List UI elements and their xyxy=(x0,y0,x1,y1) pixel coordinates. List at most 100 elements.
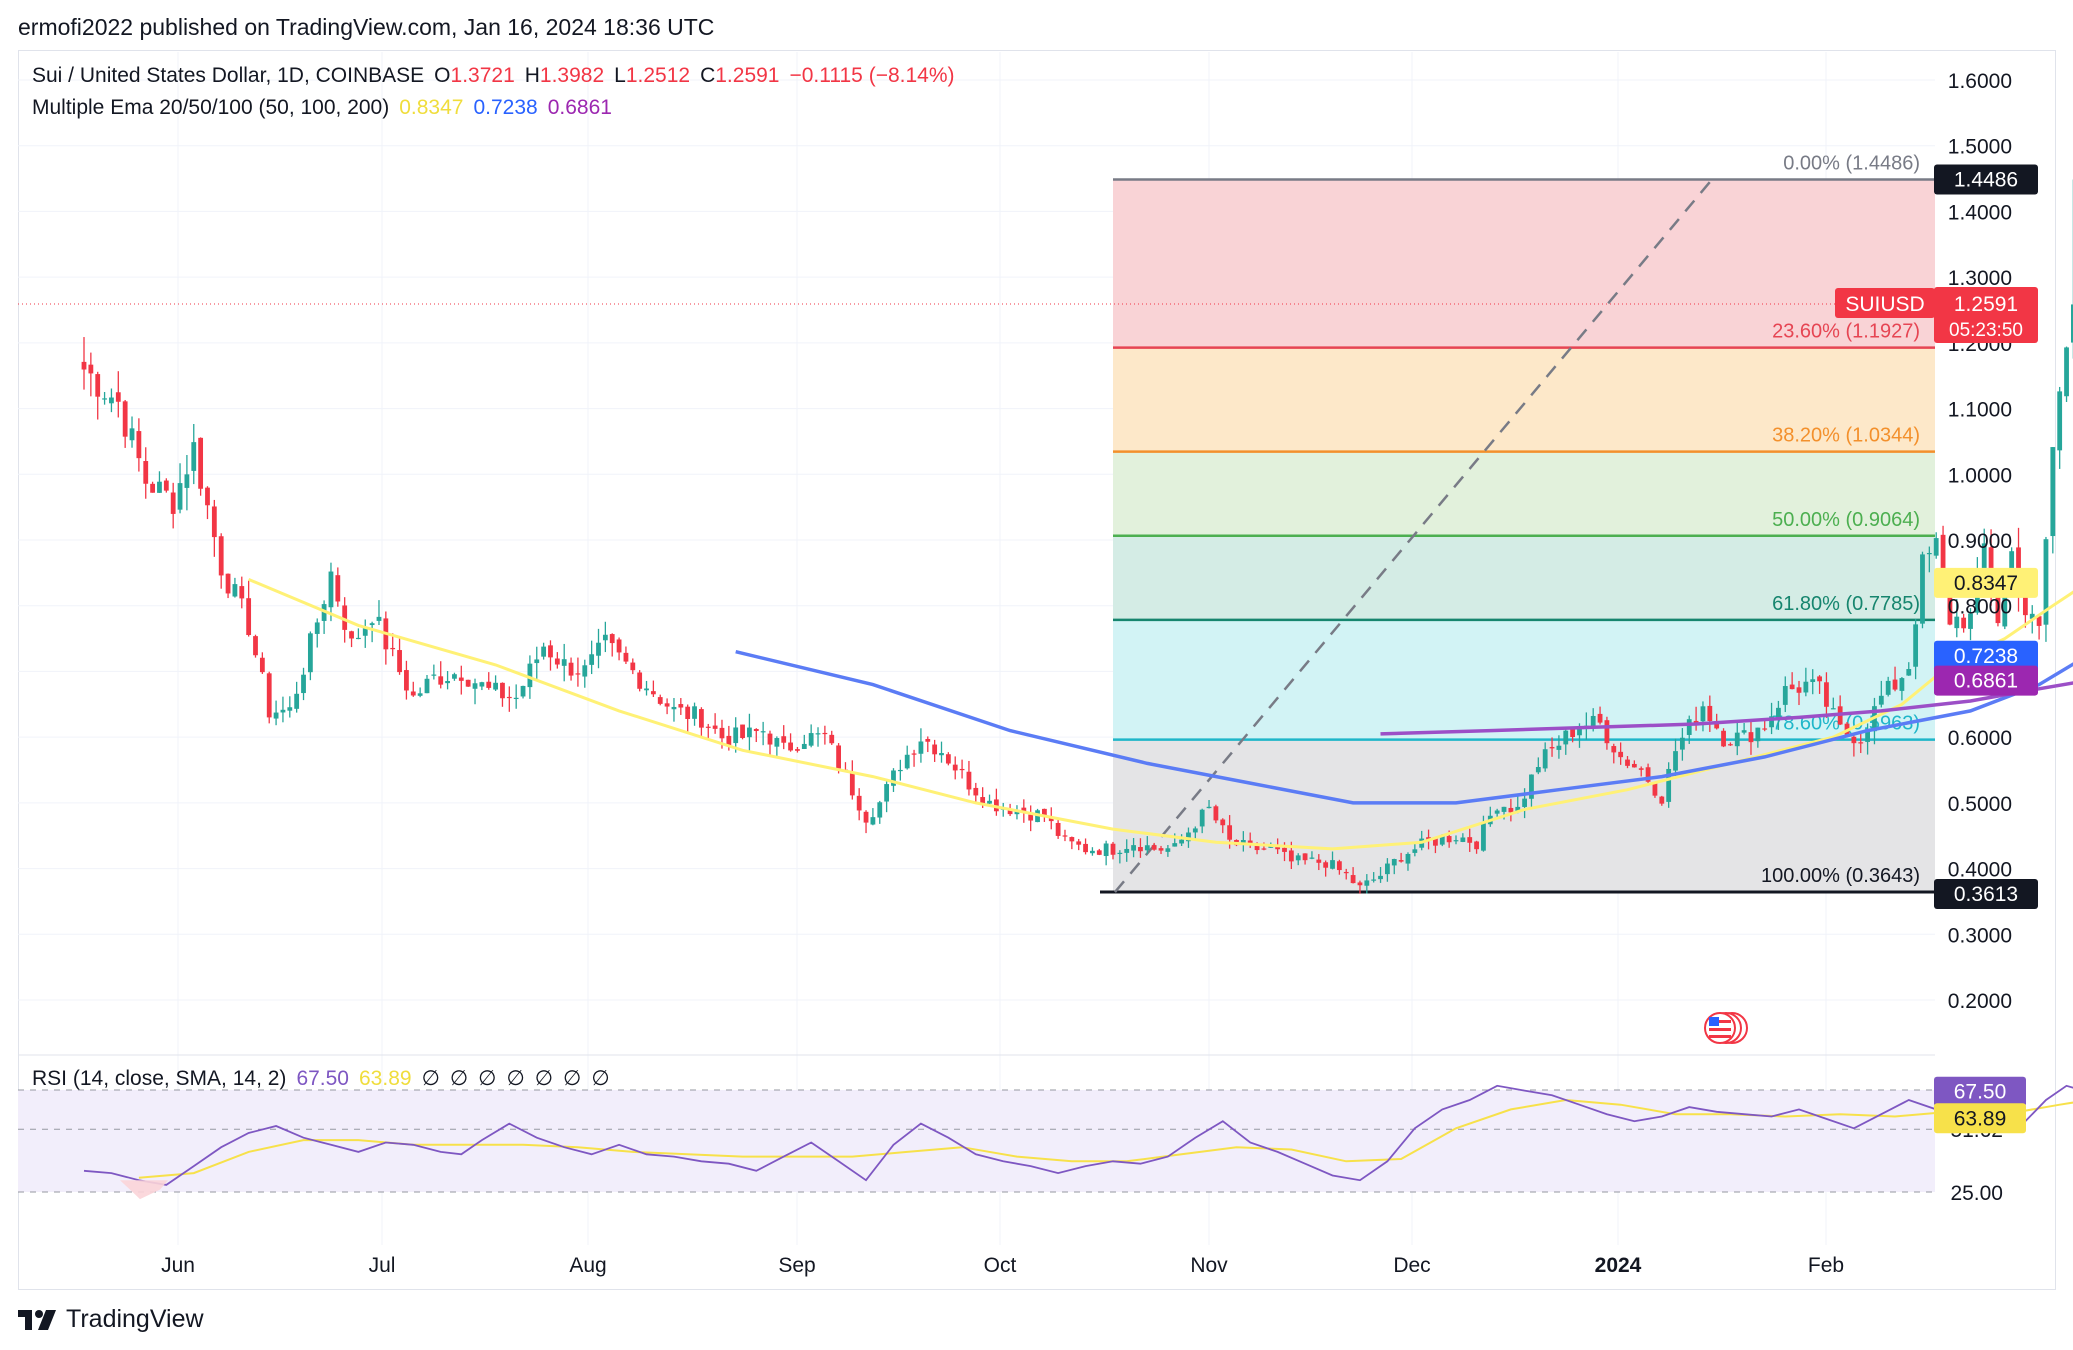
candle-body xyxy=(918,741,924,754)
candle-body xyxy=(1405,853,1411,864)
candle-body xyxy=(1618,751,1624,758)
candle-body xyxy=(911,753,917,755)
candle-body xyxy=(1028,814,1034,821)
candle-body xyxy=(801,743,807,749)
candle-body xyxy=(2071,304,2073,343)
candle-body xyxy=(1899,678,1905,691)
candle-body xyxy=(232,584,238,597)
candle-body xyxy=(856,795,862,811)
candle-body xyxy=(1288,850,1294,862)
candle-body xyxy=(239,586,245,599)
candle-body xyxy=(1858,742,1864,744)
rsi-value-badge-bg xyxy=(1934,1076,2026,1107)
candle-body xyxy=(1700,706,1706,722)
candle-body xyxy=(1707,705,1713,721)
candle-body xyxy=(1865,731,1870,742)
candle-body xyxy=(1631,763,1637,768)
ema100-badge-bg xyxy=(1934,640,2038,671)
price-tick-label: 1.1000 xyxy=(1948,399,2012,422)
time-tick-label: Sep xyxy=(778,1254,815,1277)
candle-body xyxy=(335,575,341,602)
candle-body xyxy=(1069,837,1075,842)
candle-body xyxy=(1789,684,1795,690)
candle-body xyxy=(1240,840,1246,844)
candle-body xyxy=(390,647,396,650)
fib-level-label: 100.00% (0.3643) xyxy=(1761,865,1920,887)
fib-level-label: 61.80% (0.7785) xyxy=(1772,593,1920,615)
candle-body xyxy=(81,361,87,370)
candle-body xyxy=(980,797,986,805)
candle-body xyxy=(740,724,745,739)
time-axis: Jun Jul Aug Sep Oct Nov Dec 2024 Feb xyxy=(161,1012,1844,1277)
candle-body xyxy=(719,727,725,739)
candle-body xyxy=(966,771,972,790)
candle-body xyxy=(884,784,890,802)
candle-body xyxy=(1247,840,1253,844)
candle-body xyxy=(664,703,670,707)
time-tick-label: Aug xyxy=(569,1254,606,1277)
legend-ema-row[interactable]: Multiple Ema 20/50/100 (50, 100, 200) 0.8… xyxy=(32,96,622,120)
candle-body xyxy=(246,598,252,636)
candle-body xyxy=(1755,727,1761,742)
candle-body xyxy=(602,634,608,641)
candle-body xyxy=(1124,848,1130,853)
legend-symbol-row[interactable]: Sui / United States Dollar, 1D, COINBASE… xyxy=(32,64,965,88)
candle-body xyxy=(1103,843,1109,857)
candle-body xyxy=(932,744,938,755)
candle-body xyxy=(1309,857,1315,859)
candle-body xyxy=(1007,808,1013,815)
candle-body xyxy=(163,480,169,491)
candle-body xyxy=(1467,837,1473,843)
time-tick-label: Jul xyxy=(369,1254,396,1277)
price-tick-label: 1.4000 xyxy=(1948,201,2012,224)
candle-body xyxy=(630,662,636,671)
candle-body xyxy=(513,697,519,700)
candle-body xyxy=(678,704,684,708)
candle-body xyxy=(1096,850,1102,855)
legend-ema200-value: 0.6861 xyxy=(547,96,612,119)
rsi-legend-sma: 63.89 xyxy=(359,1067,412,1090)
flag-stripe xyxy=(1709,1020,1731,1023)
candle-body xyxy=(1954,616,1960,629)
candle-body xyxy=(211,506,217,538)
candle-body xyxy=(1144,845,1150,851)
candle-body xyxy=(1083,843,1088,853)
price-tick-label: 1.0000 xyxy=(1948,464,2012,487)
candle-body xyxy=(1165,848,1171,852)
candle-body xyxy=(493,682,498,690)
candle-body xyxy=(280,709,286,713)
candle-body xyxy=(1021,807,1027,813)
tradingview-logo[interactable]: TradingView xyxy=(18,1305,204,1334)
candle-body xyxy=(369,623,375,626)
candle-body xyxy=(520,685,526,697)
candle-body xyxy=(1412,849,1418,853)
candle-body xyxy=(2036,616,2042,626)
candle-body xyxy=(273,712,279,719)
candle-body xyxy=(301,674,306,694)
candle-body xyxy=(952,764,958,771)
candle-body xyxy=(1542,749,1548,769)
candle-body xyxy=(342,605,348,630)
candle-body xyxy=(1206,806,1212,809)
candle-body xyxy=(1117,852,1123,855)
candle-body xyxy=(1961,617,1967,629)
price-tick-label: 0.6000 xyxy=(1948,727,2012,750)
legend-low: 1.2512 xyxy=(625,64,691,87)
candle-body xyxy=(712,725,718,729)
candle-body xyxy=(561,659,567,666)
candle-body xyxy=(959,768,965,771)
candle-body xyxy=(177,483,183,510)
candle-body xyxy=(1549,747,1555,749)
candle-body xyxy=(541,646,547,657)
rsi-legend-row[interactable]: RSI (14, close, SMA, 14, 2) 67.50 63.89 ∅ ∅ ∅… xyxy=(32,1066,620,1091)
symbol-badge-bg xyxy=(1835,288,1935,318)
rsi-line xyxy=(83,1084,2073,1186)
candle-body xyxy=(829,734,835,744)
fib-low-badge-bg xyxy=(1934,879,2038,910)
candle-body xyxy=(198,437,204,489)
chart-frame[interactable] xyxy=(18,50,2056,1290)
candle-body xyxy=(1679,737,1685,750)
candle-body xyxy=(1878,695,1884,705)
